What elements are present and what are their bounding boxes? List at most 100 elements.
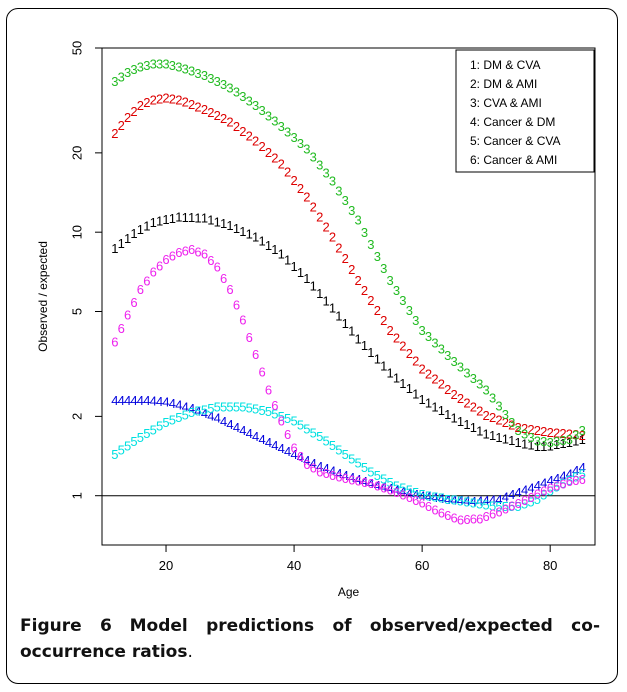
point-marker: 2 bbox=[290, 173, 297, 188]
point-marker: 2 bbox=[207, 105, 214, 120]
point-marker: 1 bbox=[130, 226, 137, 241]
point-marker: 1 bbox=[207, 213, 214, 228]
point-marker: 6 bbox=[290, 441, 297, 456]
point-marker: 6 bbox=[342, 471, 349, 486]
point-marker: 5 bbox=[182, 407, 189, 422]
point-marker: 1 bbox=[137, 222, 144, 237]
point-marker: 4 bbox=[194, 404, 201, 419]
point-marker: 4 bbox=[438, 491, 445, 506]
point-marker: 1 bbox=[316, 286, 323, 301]
point-marker: 3 bbox=[534, 433, 541, 448]
point-marker: 6 bbox=[515, 496, 522, 511]
point-marker: 6 bbox=[124, 308, 131, 323]
point-marker: 1 bbox=[329, 301, 336, 316]
point-marker: 1 bbox=[162, 212, 169, 227]
point-marker: 3 bbox=[271, 114, 278, 129]
point-marker: 4 bbox=[252, 429, 259, 444]
point-marker: 4 bbox=[322, 461, 329, 476]
point-marker: 5 bbox=[329, 438, 336, 453]
point-marker: 5 bbox=[534, 492, 541, 507]
point-marker: 5 bbox=[303, 421, 310, 436]
point-marker: 3 bbox=[559, 433, 566, 448]
point-marker: 1 bbox=[118, 236, 125, 251]
point-marker: 5 bbox=[271, 406, 278, 421]
point-marker: 4 bbox=[393, 483, 400, 498]
point-marker: 4 bbox=[431, 490, 438, 505]
point-marker: 3 bbox=[463, 365, 470, 380]
point-marker: 4 bbox=[124, 393, 131, 408]
point-marker: 2 bbox=[233, 119, 240, 134]
point-marker: 2 bbox=[470, 399, 477, 414]
point-marker: 2 bbox=[489, 410, 496, 425]
point-marker: 3 bbox=[457, 360, 464, 375]
point-marker: 6 bbox=[182, 244, 189, 259]
point-marker: 1 bbox=[508, 433, 515, 448]
point-marker: 3 bbox=[572, 428, 579, 443]
point-marker: 4 bbox=[156, 394, 163, 409]
point-marker: 2 bbox=[579, 428, 586, 443]
point-marker: 2 bbox=[297, 181, 304, 196]
point-marker: 2 bbox=[329, 229, 336, 244]
point-marker: 1 bbox=[214, 214, 221, 229]
point-marker: 3 bbox=[547, 435, 554, 450]
point-marker: 2 bbox=[265, 145, 272, 160]
point-marker: 6 bbox=[521, 493, 528, 508]
point-marker: 1 bbox=[374, 352, 381, 367]
point-marker: 5 bbox=[386, 475, 393, 490]
point-marker: 4 bbox=[457, 493, 464, 508]
point-marker: 3 bbox=[399, 293, 406, 308]
point-marker: 2 bbox=[361, 283, 368, 298]
point-marker: 2 bbox=[316, 209, 323, 224]
point-marker: 2 bbox=[419, 361, 426, 376]
point-marker: 6 bbox=[476, 511, 483, 526]
point-marker: 5 bbox=[137, 430, 144, 445]
series-2: 222 2 2 2 2 2 2 2 2 2 2 2 2 2 2 2 2 2 2 2 2 2 2 2 22222222222222… bbox=[111, 91, 586, 443]
point-marker: 6 bbox=[246, 330, 253, 345]
point-marker: 2 bbox=[502, 415, 509, 430]
point-marker: 1 bbox=[386, 365, 393, 380]
point-marker: 5 bbox=[547, 484, 554, 499]
point-marker: 3 bbox=[386, 273, 393, 288]
point-marker: 4 bbox=[406, 485, 413, 500]
point-marker: 6 bbox=[322, 466, 329, 481]
point-marker: 1 bbox=[457, 414, 464, 429]
point-marker: 5 bbox=[214, 400, 221, 415]
point-marker: 3 bbox=[143, 58, 150, 73]
point-marker: 3 bbox=[540, 434, 547, 449]
point-marker: 3 bbox=[303, 141, 310, 156]
point-marker: 6 bbox=[329, 468, 336, 483]
point-marker: 3 bbox=[220, 77, 227, 92]
point-marker: 3 bbox=[579, 423, 586, 438]
point-marker: 1 bbox=[547, 438, 554, 453]
point-marker: 6 bbox=[444, 508, 451, 523]
point-marker: 4 bbox=[162, 394, 169, 409]
point-marker: 6 bbox=[483, 509, 490, 524]
point-marker: 3 bbox=[483, 382, 490, 397]
point-marker: 6 bbox=[386, 483, 393, 498]
point-marker: 2 bbox=[572, 427, 579, 442]
point-marker: 4 bbox=[201, 406, 208, 421]
point-marker: 3 bbox=[188, 64, 195, 79]
point-marker: 1 bbox=[124, 231, 131, 246]
point-marker: 1 bbox=[297, 265, 304, 280]
point-marker: 6 bbox=[463, 512, 470, 527]
point-marker: 2 bbox=[367, 293, 374, 308]
point-marker: 2 bbox=[258, 139, 265, 154]
point-marker: 5 bbox=[425, 488, 432, 503]
point-marker: 3 bbox=[521, 427, 528, 442]
point-marker: 2 bbox=[271, 151, 278, 166]
point-marker: 1 bbox=[361, 338, 368, 353]
point-marker: 6 bbox=[335, 469, 342, 484]
point-marker: 3 bbox=[425, 329, 432, 344]
point-marker: 1 bbox=[310, 279, 317, 294]
point-marker: 2 bbox=[143, 95, 150, 110]
point-marker: 4 bbox=[374, 478, 381, 493]
point-marker: 1 bbox=[451, 411, 458, 426]
point-marker: 6 bbox=[412, 493, 419, 508]
point-marker: 6 bbox=[540, 484, 547, 499]
point-marker: 3 bbox=[214, 74, 221, 89]
point-marker: 2 bbox=[399, 338, 406, 353]
point-marker: 6 bbox=[553, 478, 560, 493]
point-marker: 6 bbox=[399, 488, 406, 503]
